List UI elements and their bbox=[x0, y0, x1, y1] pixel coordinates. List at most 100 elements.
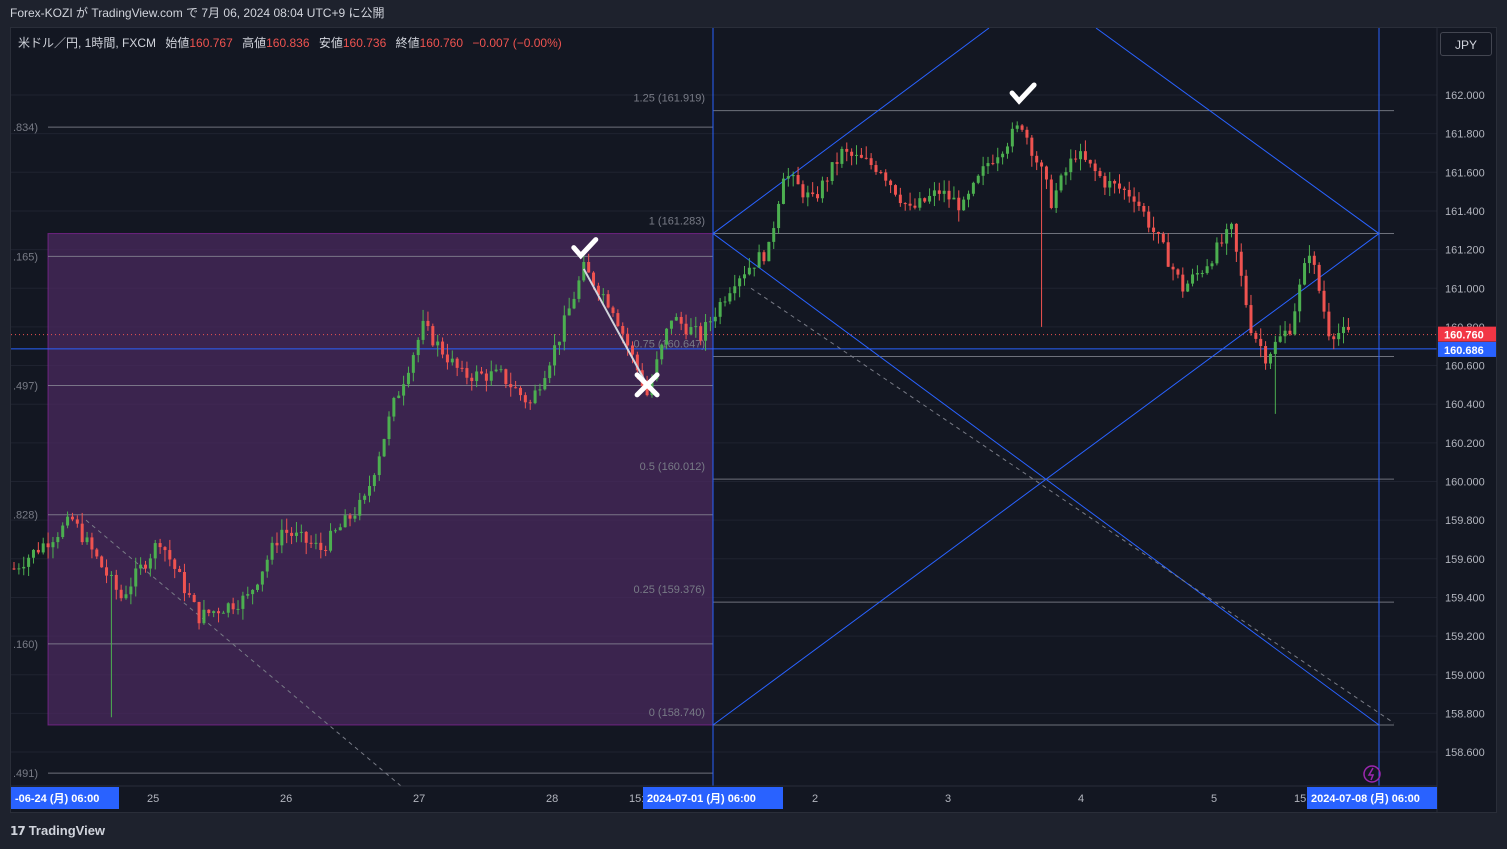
candle-body bbox=[402, 384, 406, 396]
time-axis-badge-label: 2024-07-08 (月) 06:00 bbox=[1311, 792, 1420, 805]
price-badge bbox=[1438, 326, 1496, 342]
candle-body bbox=[674, 316, 678, 321]
time-axis-badge-label: 2024-07-01 (月) 06:00 bbox=[647, 792, 756, 805]
candle-body bbox=[577, 280, 581, 299]
candle-body bbox=[338, 527, 342, 531]
candle-body bbox=[1273, 341, 1277, 354]
published-header: Forex-KOZI が TradingView.com で 7月 06, 20… bbox=[0, 0, 1507, 27]
candle-body bbox=[280, 529, 284, 546]
candle-body bbox=[942, 190, 946, 194]
candle-body bbox=[1346, 326, 1350, 330]
candle-body bbox=[845, 148, 849, 152]
cross-mark-icon[interactable] bbox=[634, 372, 660, 398]
candle-body bbox=[704, 322, 708, 341]
candle-body bbox=[689, 327, 693, 335]
close-value: 160.760 bbox=[419, 36, 464, 50]
candle-body bbox=[772, 228, 776, 242]
candle-body bbox=[129, 586, 133, 595]
candle-body bbox=[655, 359, 659, 380]
candle-body bbox=[265, 559, 269, 572]
candle-body bbox=[450, 358, 454, 363]
candle-body bbox=[1230, 223, 1233, 230]
candle-body bbox=[1200, 273, 1204, 275]
candle-body bbox=[90, 537, 94, 550]
price-axis-tick: 161.200 bbox=[1445, 245, 1485, 257]
price-chart-svg[interactable]: .834) .165) .497) .828) .160) .491) 1.25 (161.… bbox=[11, 28, 1497, 813]
pattern-trend-line[interactable] bbox=[1095, 28, 1380, 234]
price-axis-tick: 159.800 bbox=[1445, 515, 1485, 527]
candle-body bbox=[343, 515, 347, 528]
candle-body bbox=[270, 542, 274, 560]
candle-body bbox=[1307, 255, 1311, 264]
price-axis-tick: 159.000 bbox=[1445, 670, 1485, 682]
symbol-label[interactable]: 米ドル／円, 1時間, FXCM bbox=[18, 36, 157, 50]
candle-body bbox=[1147, 211, 1151, 228]
tradingview-logo[interactable]: 𝟭𝟳 TradingView bbox=[10, 823, 105, 838]
candle-body bbox=[723, 301, 727, 303]
candle-body bbox=[143, 564, 147, 569]
candle-body bbox=[182, 571, 186, 594]
price-axis-tick: 160.400 bbox=[1445, 399, 1485, 411]
candle-body bbox=[377, 456, 381, 476]
candle-body bbox=[1049, 179, 1053, 208]
candle-body bbox=[231, 603, 235, 610]
price-axis-tick: 159.200 bbox=[1445, 631, 1485, 643]
candle-body bbox=[777, 203, 781, 229]
candle-body bbox=[874, 165, 878, 172]
price-axis-tick: 160.200 bbox=[1445, 438, 1485, 450]
candle-body bbox=[523, 395, 527, 403]
candle-body bbox=[553, 345, 557, 366]
candle-body bbox=[304, 531, 308, 543]
candle-body bbox=[928, 195, 932, 202]
check-mark-icon[interactable] bbox=[1009, 82, 1037, 105]
check-mark-icon[interactable] bbox=[571, 237, 599, 260]
candle-body bbox=[217, 611, 221, 614]
candle-body bbox=[971, 182, 975, 194]
time-axis-tick: 3 bbox=[945, 793, 951, 805]
candle-body bbox=[923, 198, 927, 202]
candle-body bbox=[1288, 330, 1292, 335]
candle-body bbox=[1332, 336, 1336, 340]
candle-body bbox=[952, 197, 956, 200]
candle-body bbox=[1001, 153, 1005, 158]
candle-body bbox=[1317, 264, 1321, 291]
candle-body bbox=[509, 384, 513, 388]
time-axis-tick: 27 bbox=[413, 793, 425, 805]
candle-body bbox=[353, 515, 357, 519]
candle-body bbox=[889, 180, 893, 186]
price-axis[interactable] bbox=[1437, 28, 1497, 813]
candle-body bbox=[1244, 275, 1248, 306]
candle-body bbox=[1342, 326, 1346, 334]
candle-body bbox=[684, 323, 688, 335]
candle-body bbox=[587, 261, 591, 273]
fib-level-right-label: 0.25 (159.376) bbox=[633, 584, 705, 596]
candle-body bbox=[134, 568, 138, 587]
candle-body bbox=[163, 547, 167, 551]
candle-body bbox=[455, 358, 459, 368]
candle-body bbox=[1117, 183, 1121, 189]
candle-body bbox=[1210, 263, 1214, 267]
candle-body bbox=[368, 486, 372, 496]
candle-body bbox=[592, 272, 596, 286]
time-axis-tick: 5 bbox=[1211, 793, 1217, 805]
candle-body bbox=[1015, 125, 1019, 129]
candle-body bbox=[1079, 151, 1083, 160]
time-axis-tick: 4 bbox=[1078, 793, 1084, 805]
lightning-icon[interactable] bbox=[1363, 765, 1381, 783]
brand-label: TradingView bbox=[28, 823, 106, 838]
candle-body bbox=[806, 192, 810, 198]
currency-button[interactable]: JPY bbox=[1440, 32, 1492, 56]
chart-panel[interactable]: .834) .165) .497) .828) .160) .491) 1.25 (161.… bbox=[10, 27, 1497, 813]
drawn-line[interactable] bbox=[582, 268, 648, 386]
fib-level-left-label: .165) bbox=[13, 251, 38, 263]
candle-body bbox=[36, 549, 40, 553]
candle-body bbox=[1044, 166, 1048, 180]
price-badge-label: 160.686 bbox=[1444, 345, 1484, 357]
low-label: 安値 bbox=[318, 36, 343, 50]
candle-body bbox=[348, 515, 352, 519]
fib-zone-left[interactable] bbox=[47, 233, 714, 726]
pattern-trend-line[interactable] bbox=[712, 233, 1380, 726]
candle-body bbox=[1254, 333, 1258, 339]
pattern-trend-line[interactable] bbox=[712, 28, 990, 234]
candle-body bbox=[1166, 242, 1170, 267]
